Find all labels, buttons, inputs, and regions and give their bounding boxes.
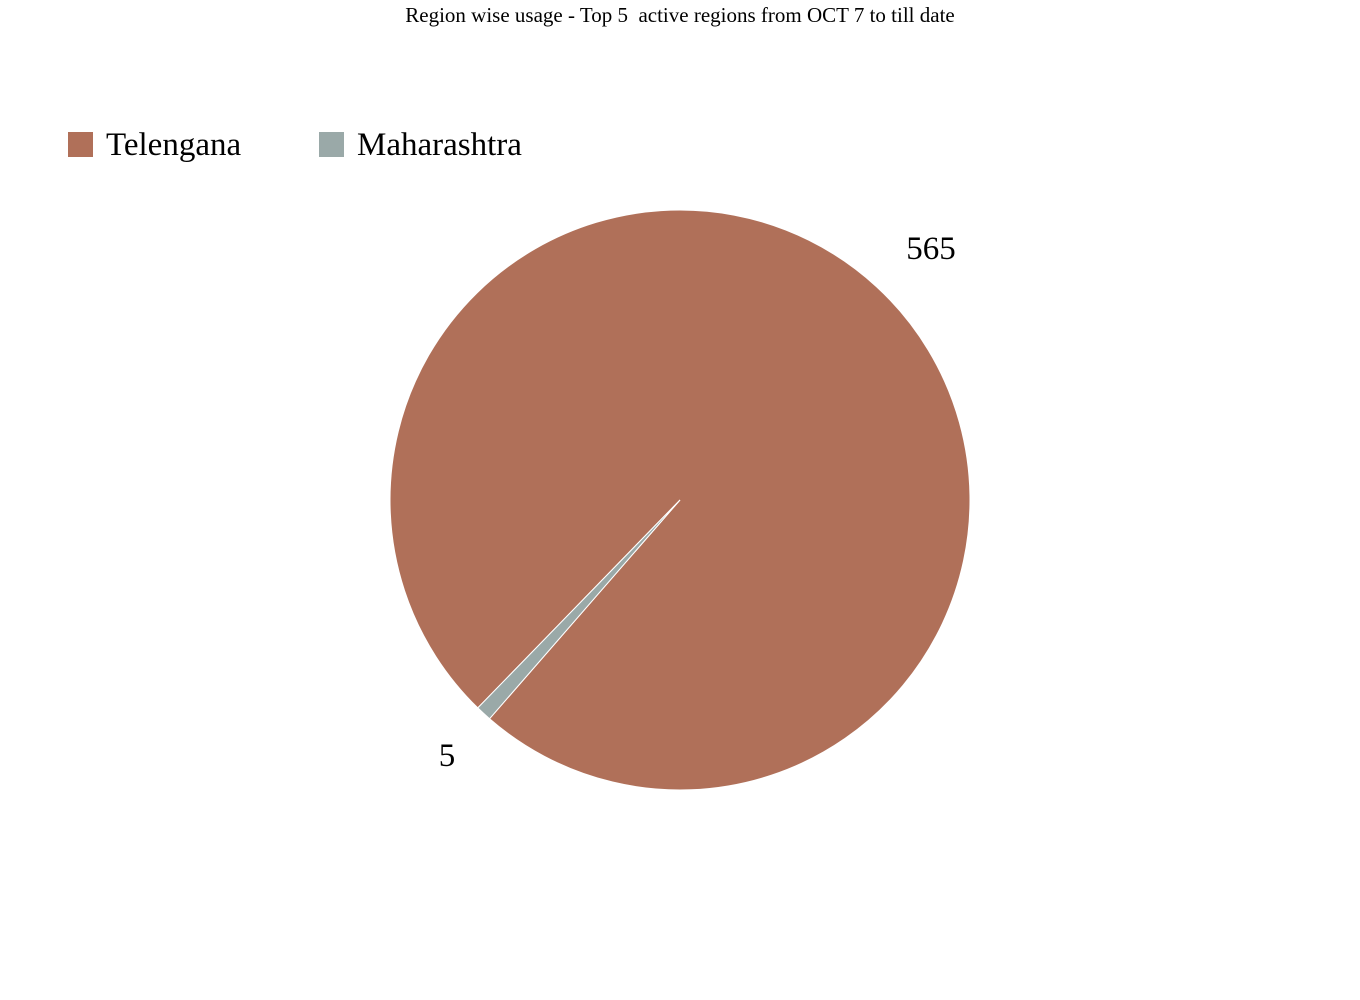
pie-slice-telengana[interactable] <box>389 209 971 791</box>
legend-swatch-telengana <box>68 132 93 157</box>
legend-label-maharashtra: Maharashtra <box>357 127 522 163</box>
slice-value-label-maharashtra: 5 <box>439 738 456 774</box>
pie-slice-maharashtra[interactable] <box>477 499 681 720</box>
legend-label-telengana: Telengana <box>106 127 242 163</box>
legend-swatch-maharashtra <box>319 132 344 157</box>
chart-title: Region wise usage - Top 5 active regions… <box>405 3 955 27</box>
slice-value-label-telengana: 565 <box>906 231 956 267</box>
